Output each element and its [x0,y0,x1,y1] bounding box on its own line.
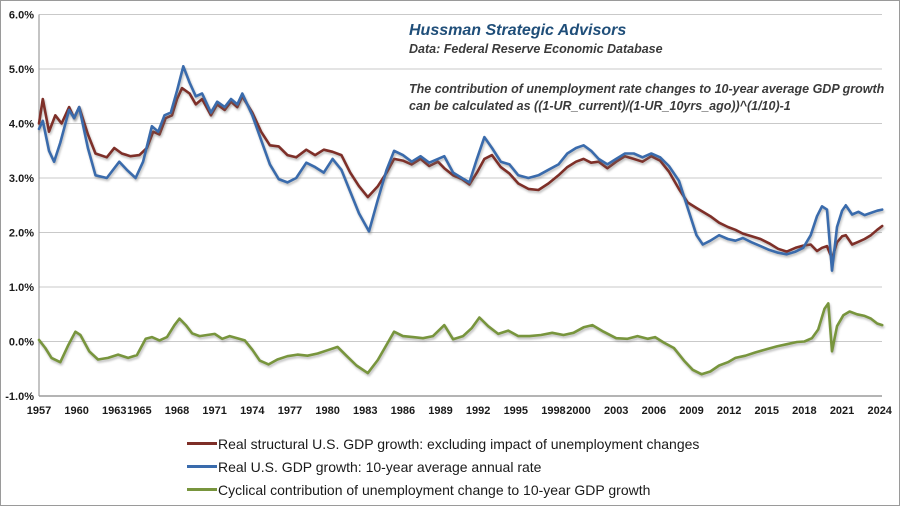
x-tick-label: 1980 [315,405,339,417]
title-block: Hussman Strategic Advisors Data: Federal… [409,21,663,57]
series-line-cyclical [37,302,884,376]
legend-swatch-structural [187,442,217,445]
annotation: The contribution of unemployment rate ch… [409,81,889,115]
x-tick-label: 1960 [64,405,88,417]
y-tick-label: 1.0% [9,282,34,294]
x-tick-label: 2015 [755,405,779,417]
chart-subtitle: Data: Federal Reserve Economic Database [409,42,663,56]
x-tick-label: 1963 [102,405,126,417]
x-tick-label: 1989 [428,405,452,417]
x-tick-label: 1971 [202,405,226,417]
x-tick-label: 2018 [792,405,816,417]
x-tick-label: 1965 [127,405,151,417]
x-tick-label: 2003 [604,405,628,417]
series-line-gdp10yr [37,65,884,272]
x-tick-label: 1977 [278,405,302,417]
legend-label-cyclical: Cyclical contribution of unemployment ch… [218,481,651,498]
y-tick-label: 5.0% [9,64,34,76]
series-line-structural [37,86,884,261]
x-tick-label: 2024 [867,405,892,417]
chart-title: Hussman Strategic Advisors [409,22,627,39]
x-tick-label: 1998 [541,405,565,417]
x-tick-label: 1995 [504,405,528,417]
y-tick-label: 4.0% [9,119,34,131]
legend-label-structural: Real structural U.S. GDP growth: excludi… [218,435,700,452]
y-tick-label: 3.0% [9,173,34,185]
y-tick-label: 0.0% [9,337,34,349]
x-tick-label: 2021 [830,405,854,417]
x-tick-label: 2000 [566,405,590,417]
x-tick-label: 1957 [27,405,51,417]
y-tick-label: 6.0% [9,10,34,22]
legend-swatch-gdp10yr [187,465,217,468]
x-tick-label: 1968 [165,405,189,417]
x-tick-label: 1974 [240,405,265,417]
y-tick-label: 2.0% [9,228,34,240]
x-tick-label: 2006 [642,405,666,417]
legend-item-structural: Real structural U.S. GDP growth: excludi… [187,432,699,455]
x-tick-label: 1983 [353,405,377,417]
y-tick-label: -1.0% [5,391,34,403]
legend: Real structural U.S. GDP growth: excludi… [187,432,699,501]
legend-item-gdp10yr: Real U.S. GDP growth: 10-year average an… [187,455,699,478]
annotation-line-1: The contribution of unemployment rate ch… [409,82,885,96]
legend-label-gdp10yr: Real U.S. GDP growth: 10-year average an… [218,458,542,475]
x-tick-label: 2012 [717,405,741,417]
x-tick-label: 1986 [391,405,415,417]
x-tick-label: 2009 [679,405,703,417]
annotation-line-2: can be calculated as ((1-UR_current)/(1-… [409,98,791,113]
x-tick-label: 1992 [466,405,490,417]
legend-swatch-cyclical [187,488,217,491]
legend-item-cyclical: Cyclical contribution of unemployment ch… [187,478,699,501]
